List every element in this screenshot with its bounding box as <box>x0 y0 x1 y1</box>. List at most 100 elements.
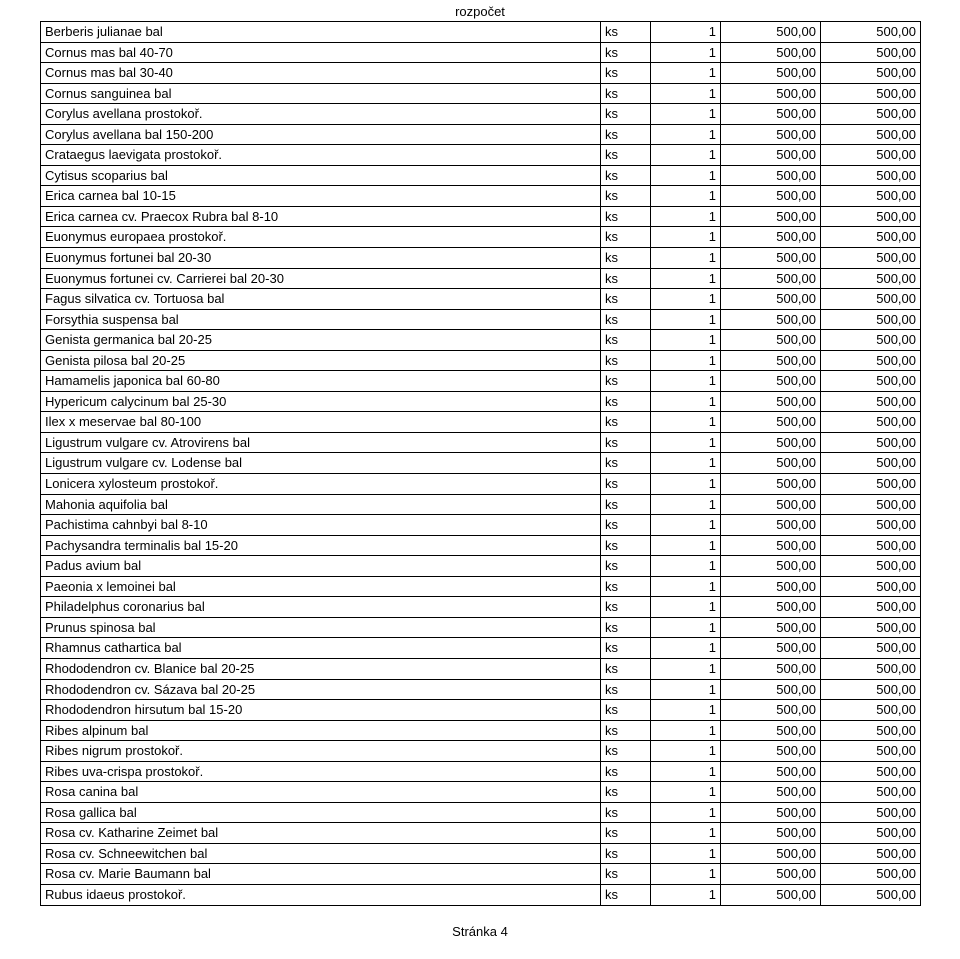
cell-unit: ks <box>601 720 651 741</box>
cell-price: 500,00 <box>721 720 821 741</box>
cell-unit: ks <box>601 371 651 392</box>
cell-qty: 1 <box>651 22 721 43</box>
cell-total: 500,00 <box>821 638 921 659</box>
cell-total: 500,00 <box>821 63 921 84</box>
cell-name: Ligustrum vulgare cv. Atrovirens bal <box>41 432 601 453</box>
cell-name: Ligustrum vulgare cv. Lodense bal <box>41 453 601 474</box>
cell-total: 500,00 <box>821 884 921 905</box>
cell-qty: 1 <box>651 104 721 125</box>
cell-price: 500,00 <box>721 761 821 782</box>
cell-qty: 1 <box>651 289 721 310</box>
cell-qty: 1 <box>651 83 721 104</box>
cell-qty: 1 <box>651 42 721 63</box>
table-row: Pachysandra terminalis bal 15-20ks1500,0… <box>41 535 921 556</box>
cell-qty: 1 <box>651 556 721 577</box>
cell-unit: ks <box>601 289 651 310</box>
table-row: Rhamnus cathartica balks1500,00500,00 <box>41 638 921 659</box>
cell-price: 500,00 <box>721 617 821 638</box>
cell-price: 500,00 <box>721 371 821 392</box>
table-row: Ilex x meservae bal 80-100ks1500,00500,0… <box>41 412 921 433</box>
cell-qty: 1 <box>651 761 721 782</box>
cell-price: 500,00 <box>721 248 821 269</box>
cell-price: 500,00 <box>721 350 821 371</box>
cell-price: 500,00 <box>721 658 821 679</box>
cell-name: Cornus sanguinea bal <box>41 83 601 104</box>
cell-name: Corylus avellana bal 150-200 <box>41 124 601 145</box>
cell-unit: ks <box>601 206 651 227</box>
cell-total: 500,00 <box>821 165 921 186</box>
table-row: Ligustrum vulgare cv. Atrovirens balks15… <box>41 432 921 453</box>
cell-unit: ks <box>601 782 651 803</box>
cell-name: Cornus mas bal 30-40 <box>41 63 601 84</box>
cell-total: 500,00 <box>821 864 921 885</box>
cell-unit: ks <box>601 864 651 885</box>
cell-price: 500,00 <box>721 453 821 474</box>
cell-unit: ks <box>601 638 651 659</box>
table-row: Genista germanica bal 20-25ks1500,00500,… <box>41 330 921 351</box>
table-row: Hypericum calycinum bal 25-30ks1500,0050… <box>41 391 921 412</box>
cell-qty: 1 <box>651 597 721 618</box>
cell-price: 500,00 <box>721 268 821 289</box>
table-row: Euonymus fortunei bal 20-30ks1500,00500,… <box>41 248 921 269</box>
cell-unit: ks <box>601 104 651 125</box>
cell-total: 500,00 <box>821 843 921 864</box>
table-row: Genista pilosa bal 20-25ks1500,00500,00 <box>41 350 921 371</box>
cell-unit: ks <box>601 145 651 166</box>
table-row: Prunus spinosa balks1500,00500,00 <box>41 617 921 638</box>
cell-total: 500,00 <box>821 330 921 351</box>
cell-name: Rosa cv. Schneewitchen bal <box>41 843 601 864</box>
cell-price: 500,00 <box>721 515 821 536</box>
cell-qty: 1 <box>651 309 721 330</box>
cell-qty: 1 <box>651 700 721 721</box>
cell-total: 500,00 <box>821 42 921 63</box>
cell-unit: ks <box>601 309 651 330</box>
table-row: Rhododendron cv. Blanice bal 20-25ks1500… <box>41 658 921 679</box>
cell-unit: ks <box>601 556 651 577</box>
cell-price: 500,00 <box>721 227 821 248</box>
cell-price: 500,00 <box>721 412 821 433</box>
cell-total: 500,00 <box>821 268 921 289</box>
table-row: Cornus mas bal 40-70ks1500,00500,00 <box>41 42 921 63</box>
cell-unit: ks <box>601 658 651 679</box>
cell-name: Hamamelis japonica bal 60-80 <box>41 371 601 392</box>
cell-name: Pachistima cahnbyi bal 8-10 <box>41 515 601 536</box>
cell-unit: ks <box>601 474 651 495</box>
cell-qty: 1 <box>651 371 721 392</box>
cell-unit: ks <box>601 843 651 864</box>
cell-price: 500,00 <box>721 63 821 84</box>
cell-price: 500,00 <box>721 186 821 207</box>
table-row: Pachistima cahnbyi bal 8-10ks1500,00500,… <box>41 515 921 536</box>
cell-unit: ks <box>601 186 651 207</box>
table-row: Hamamelis japonica bal 60-80ks1500,00500… <box>41 371 921 392</box>
table-row: Lonicera xylosteum prostokoř.ks1500,0050… <box>41 474 921 495</box>
cell-total: 500,00 <box>821 720 921 741</box>
table-row: Ligustrum vulgare cv. Lodense balks1500,… <box>41 453 921 474</box>
cell-price: 500,00 <box>721 597 821 618</box>
cell-unit: ks <box>601 83 651 104</box>
cell-name: Erica carnea bal 10-15 <box>41 186 601 207</box>
cell-qty: 1 <box>651 350 721 371</box>
document-title: rozpočet <box>40 4 920 19</box>
table-row: Fagus silvatica cv. Tortuosa balks1500,0… <box>41 289 921 310</box>
cell-price: 500,00 <box>721 638 821 659</box>
cell-total: 500,00 <box>821 658 921 679</box>
cell-unit: ks <box>601 391 651 412</box>
cell-price: 500,00 <box>721 124 821 145</box>
cell-unit: ks <box>601 165 651 186</box>
cell-name: Genista pilosa bal 20-25 <box>41 350 601 371</box>
table-row: Forsythia suspensa balks1500,00500,00 <box>41 309 921 330</box>
cell-total: 500,00 <box>821 371 921 392</box>
cell-qty: 1 <box>651 535 721 556</box>
table-row: Rhododendron hirsutum bal 15-20ks1500,00… <box>41 700 921 721</box>
cell-total: 500,00 <box>821 823 921 844</box>
table-row: Rosa gallica balks1500,00500,00 <box>41 802 921 823</box>
cell-total: 500,00 <box>821 802 921 823</box>
cell-unit: ks <box>601 248 651 269</box>
cell-name: Rosa gallica bal <box>41 802 601 823</box>
cell-unit: ks <box>601 576 651 597</box>
cell-price: 500,00 <box>721 843 821 864</box>
table-row: Mahonia aquifolia balks1500,00500,00 <box>41 494 921 515</box>
cell-unit: ks <box>601 22 651 43</box>
cell-total: 500,00 <box>821 782 921 803</box>
cell-price: 500,00 <box>721 165 821 186</box>
